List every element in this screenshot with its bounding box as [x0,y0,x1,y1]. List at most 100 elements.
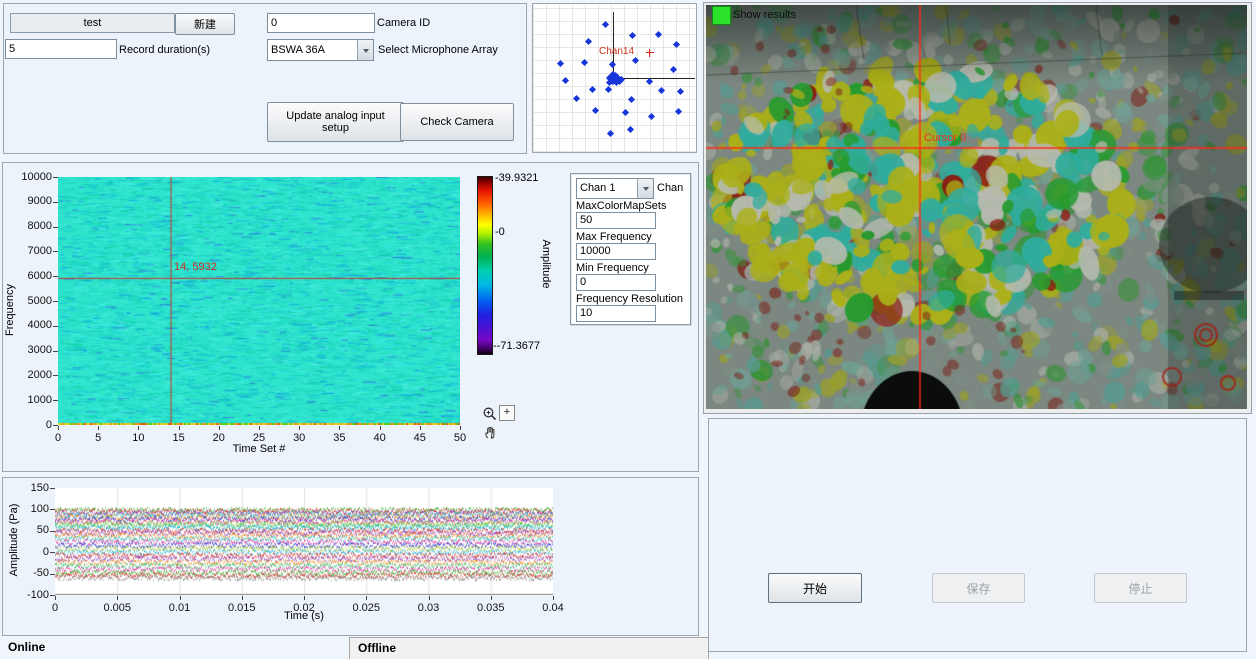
spectrogram-y-tick-label: 9000 [27,195,52,208]
frequency-resolution-field[interactable]: 10 [576,305,656,322]
crosshair-tool-icon[interactable]: + [499,405,515,421]
mic-dot [580,58,589,67]
tick-mark [53,301,58,302]
mic-dot [588,85,597,94]
tick-mark [490,596,492,600]
waveform-x-tick-label: 0.02 [293,602,315,614]
waveform-x-tick-label: 0.005 [103,602,132,614]
tick-mark [53,226,58,228]
tick-mark [53,201,58,203]
tick-mark [299,426,301,430]
tick-mark [53,375,58,377]
min-frequency-field[interactable]: 0 [576,274,656,291]
colorbar-axis-label: Amplitude [540,239,552,289]
max-colormap-field[interactable]: 50 [576,212,656,229]
spectrogram-y-tick-label: 6000 [27,269,52,282]
mic-dot [606,129,615,138]
update-analog-input-button[interactable]: Update analog input setup [267,102,404,142]
spectrogram-x-tick-label: 40 [373,432,386,444]
tick-mark [50,552,55,554]
tick-mark [460,426,461,430]
chevron-down-icon [642,187,649,194]
record-duration-field[interactable]: 5 [5,39,117,59]
mic-cursor[interactable] [649,49,650,57]
stop-button[interactable]: 停止 [1094,573,1187,603]
tick-mark [53,400,58,402]
spectrogram-y-tick-label: 10000 [21,170,52,183]
tick-mark [53,425,58,426]
tab-offline[interactable]: Offline [349,637,709,659]
mic-dot [572,94,581,103]
tick-mark [241,596,243,600]
dropdown-arrow-icon[interactable] [637,179,653,198]
tick-mark [553,596,554,600]
project-name-field[interactable]: test [10,13,175,33]
camera-id-label: Camera ID [377,17,431,29]
show-results-indicator[interactable] [712,6,731,25]
tick-mark [53,251,58,253]
zoom-tool-icon[interactable] [482,406,498,422]
dropdown-arrow-icon[interactable] [357,40,373,60]
tick-mark [379,426,381,430]
mic-dot [584,37,593,46]
mic-dot [628,31,637,40]
waveform-y-tick-label: 50 [36,524,49,537]
record-duration-label: Record duration(s) [119,44,211,56]
mic-dot [601,20,610,29]
mic-array-plot[interactable]: Chan14 [532,3,697,153]
spectrogram-y-tick-label: 5000 [27,294,52,307]
waveform-y-tick-label: -100 [26,588,49,601]
mic-dot [608,60,617,69]
tick-mark [50,595,55,596]
tick-mark [138,426,140,430]
start-button[interactable]: 开始 [768,573,862,603]
chan-label: Chan [657,182,684,194]
spectrogram-y-tick-label: 0 [45,418,52,431]
spectrogram-x-tick-label: 25 [252,432,266,444]
check-camera-button[interactable]: Check Camera [400,103,514,141]
waveform-y-tick-label: 0 [42,545,49,558]
tick-mark [53,177,58,178]
waveform-plot[interactable] [55,488,553,595]
pan-tool-icon[interactable] [483,425,498,440]
spectrogram-y-tick-label: 8000 [27,220,52,233]
mic-dot [657,86,666,95]
spectrogram-ylabel: Frequency [4,284,16,336]
waveform-x-tick-label: 0.015 [227,602,256,614]
new-button[interactable]: 新建 [175,13,235,35]
camera-image[interactable] [706,5,1247,409]
tick-mark [50,488,55,489]
tick-mark [259,426,260,430]
waveform-y-tick-label: 150 [30,481,49,494]
save-button[interactable]: 保存 [932,573,1025,603]
chan-dropdown[interactable]: Chan 1 [576,178,654,199]
waveform-x-tick-label: 0.01 [168,602,191,614]
tick-mark [179,596,181,600]
spectrogram-x-tick-label: 20 [212,432,225,444]
mic-array-dropdown[interactable]: BSWA 36A [267,39,374,61]
mic-dot [626,125,635,134]
spectrogram-cursor-label: 14, 5932 [174,261,217,273]
tick-mark [55,596,56,600]
waveform-y-tick-label: -50 [33,567,49,580]
spectrogram-plot[interactable] [58,177,460,425]
mic-plot-y-axis [613,12,614,79]
tick-mark [366,596,368,600]
spectrogram-x-tick-label: 30 [293,432,306,444]
spectrogram-x-tick-label: 5 [95,432,102,444]
colorbar [477,176,493,355]
chan-dropdown-value: Chan 1 [580,182,616,194]
max-colormap-label: MaxColorMapSets [576,200,667,212]
mic-dot [627,95,636,104]
spectrogram-y-tick-label: 7000 [27,244,52,257]
waveform-x-tick-label: 0.035 [476,602,505,614]
camera-id-field[interactable]: 0 [267,13,375,33]
spectrogram-x-tick-label: 35 [333,432,346,444]
tick-mark [50,509,55,511]
tab-online[interactable]: Online [8,640,46,654]
mic-cursor[interactable] [646,52,654,53]
tick-mark [178,426,180,430]
mic-dot [561,76,570,85]
camera-cursor-label: Cursor 0 [924,132,967,144]
max-frequency-field[interactable]: 10000 [576,243,656,260]
